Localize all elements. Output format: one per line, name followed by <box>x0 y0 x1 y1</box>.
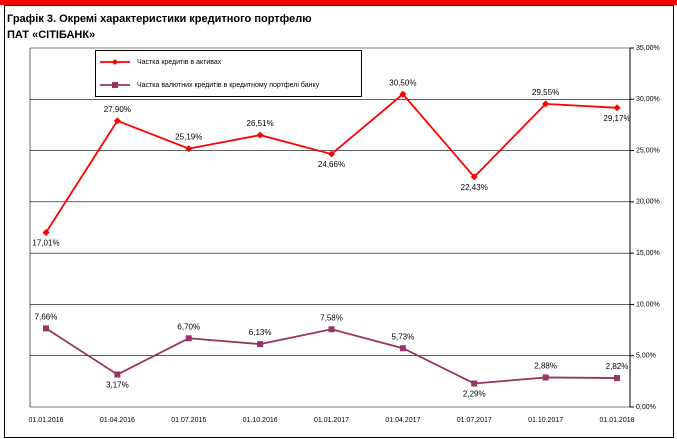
x-tick-label: 01.07.2017 <box>457 417 492 424</box>
marker <box>257 341 264 348</box>
legend <box>95 50 362 97</box>
marker <box>113 117 121 125</box>
data-label: 2,88% <box>534 362 557 371</box>
data-label: 5,73% <box>392 332 415 341</box>
data-label: 2,29% <box>463 390 486 399</box>
x-tick-label: 01.01.2016 <box>28 417 63 424</box>
x-tick-label: 01.04.2016 <box>100 417 135 424</box>
data-label: 27,90% <box>104 105 131 114</box>
y-tick-label: 20,00% <box>636 199 660 206</box>
data-label: 6,13% <box>249 328 272 337</box>
marker <box>399 345 406 352</box>
y-tick-label: 5,00% <box>636 353 656 360</box>
data-label: 25,19% <box>175 133 202 142</box>
x-tick-label: 01.10.2016 <box>243 417 278 424</box>
marker <box>471 380 478 387</box>
data-label: 7,58% <box>320 313 343 322</box>
y-tick-label: 35,00% <box>636 45 660 52</box>
data-label: 29,55% <box>532 88 559 97</box>
marker <box>185 145 193 153</box>
legend-label: Частка кредитів в активах <box>137 58 222 66</box>
data-label: 3,17% <box>106 381 129 390</box>
legend-marker <box>112 59 118 65</box>
marker <box>399 90 407 98</box>
data-label: 30,50% <box>389 78 416 87</box>
marker <box>256 131 264 139</box>
marker <box>614 375 620 382</box>
marker <box>114 371 121 378</box>
marker <box>328 326 335 333</box>
y-tick-label: 15,00% <box>636 250 660 257</box>
data-label: 6,70% <box>177 322 200 331</box>
y-tick-label: 10,00% <box>636 301 660 308</box>
data-label: 29,17% <box>603 114 630 123</box>
marker <box>328 150 335 158</box>
marker <box>542 100 550 108</box>
chart-title: Графік 3. Окремі характеристики кредитно… <box>7 13 312 25</box>
marker <box>185 335 192 342</box>
x-tick-label: 01.04.2017 <box>385 417 420 424</box>
y-tick-label: 25,00% <box>636 147 660 154</box>
chart-subtitle: ПАТ «СІТІБАНК» <box>7 29 95 41</box>
marker <box>613 104 621 112</box>
data-label: 2,82% <box>606 362 629 371</box>
legend-label: Частка валютних кредитів в кредитному по… <box>137 81 320 89</box>
data-label: 26,51% <box>247 119 274 128</box>
x-tick-label: 01.01.2018 <box>599 417 634 424</box>
marker <box>470 173 478 181</box>
y-tick-label: 0,00% <box>636 404 656 411</box>
data-label: 17,01% <box>32 239 59 248</box>
data-label: 24,66% <box>318 160 345 169</box>
top-bar <box>0 0 677 5</box>
x-tick-label: 01.07.2016 <box>171 417 206 424</box>
data-label: 7,66% <box>35 313 58 322</box>
x-tick-label: 01.01.2017 <box>314 417 349 424</box>
y-tick-label: 30,00% <box>636 96 660 103</box>
data-label: 22,43% <box>461 183 488 192</box>
marker <box>42 229 50 237</box>
marker <box>542 374 549 381</box>
x-tick-label: 01.10.2017 <box>528 417 563 424</box>
marker <box>43 325 49 332</box>
frame <box>4 5 674 438</box>
legend-marker <box>112 82 118 88</box>
